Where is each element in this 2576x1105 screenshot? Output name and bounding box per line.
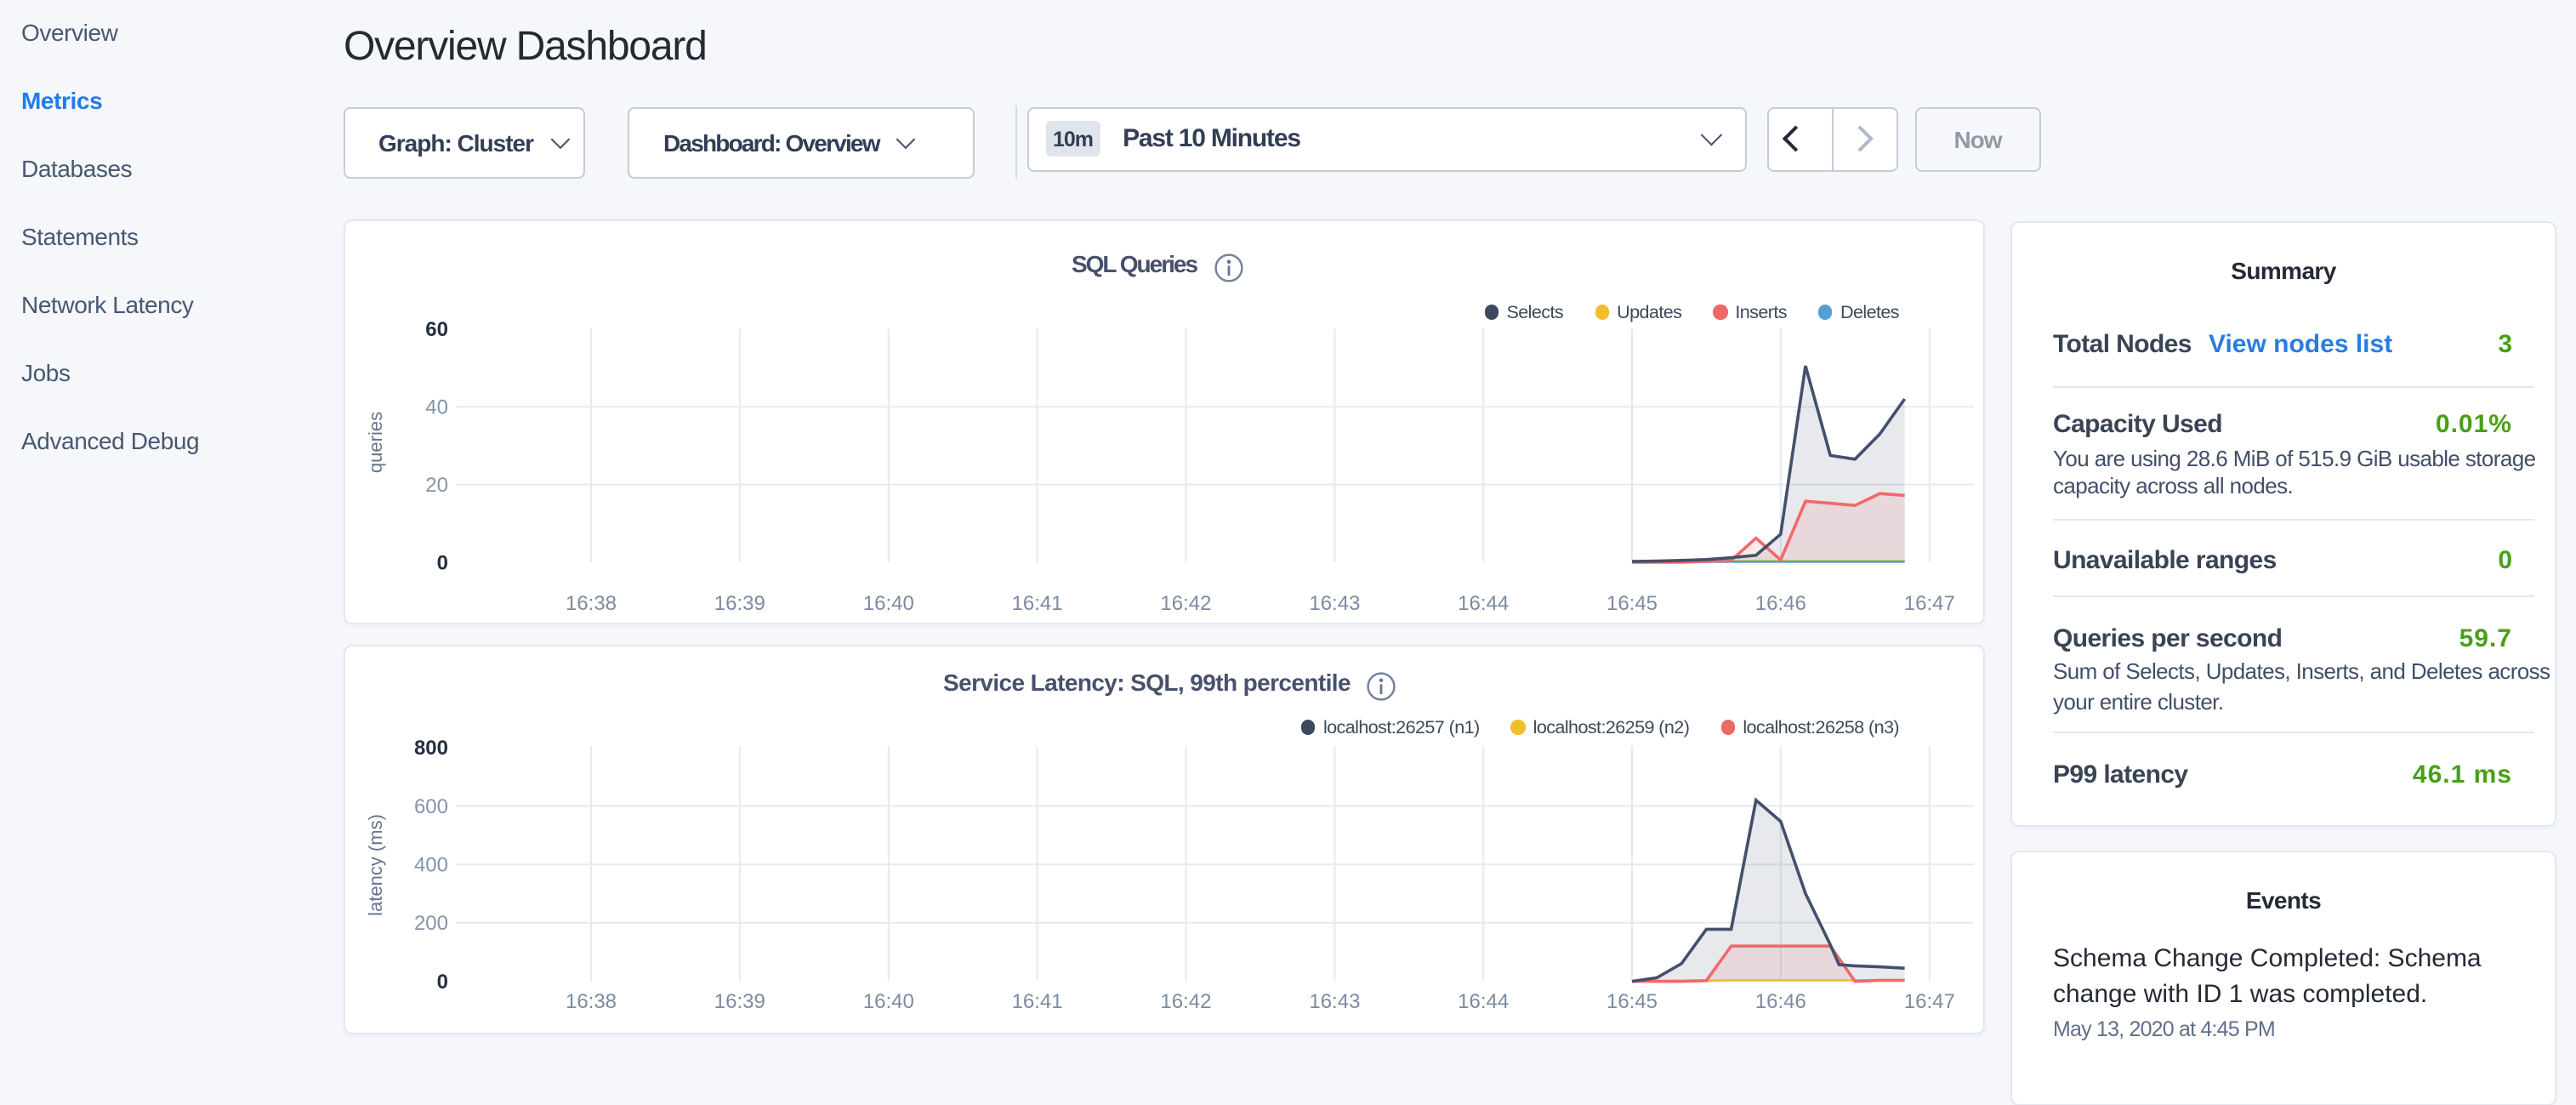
svg-text:16:46: 16:46 — [1754, 989, 1805, 1012]
svg-text:16:40: 16:40 — [862, 989, 913, 1012]
svg-text:16:39: 16:39 — [714, 591, 765, 614]
svg-text:16:44: 16:44 — [1457, 989, 1508, 1012]
svg-text:16:43: 16:43 — [1308, 591, 1359, 614]
svg-text:16:45: 16:45 — [1606, 591, 1657, 614]
svg-text:16:41: 16:41 — [1011, 989, 1062, 1012]
svg-text:16:38: 16:38 — [565, 989, 616, 1012]
svg-text:16:45: 16:45 — [1606, 989, 1657, 1012]
svg-text:16:47: 16:47 — [1903, 989, 1954, 1012]
svg-text:400: 400 — [413, 853, 447, 876]
svg-text:800: 800 — [413, 736, 447, 759]
svg-text:latency (ms): latency (ms) — [364, 813, 385, 915]
svg-text:600: 600 — [413, 795, 447, 817]
svg-text:16:39: 16:39 — [714, 989, 765, 1012]
svg-text:20: 20 — [424, 473, 447, 496]
svg-text:200: 200 — [413, 911, 447, 934]
svg-text:60: 60 — [424, 317, 447, 340]
svg-text:0: 0 — [436, 550, 447, 573]
svg-text:16:38: 16:38 — [565, 591, 616, 614]
svg-text:16:47: 16:47 — [1903, 591, 1954, 614]
svg-text:16:41: 16:41 — [1011, 591, 1062, 614]
svg-text:16:42: 16:42 — [1159, 989, 1210, 1012]
svg-text:40: 40 — [424, 396, 447, 419]
svg-text:16:42: 16:42 — [1159, 591, 1210, 614]
svg-text:16:46: 16:46 — [1754, 591, 1805, 614]
svg-text:queries: queries — [364, 411, 385, 472]
svg-text:0: 0 — [436, 970, 447, 993]
svg-text:16:40: 16:40 — [862, 591, 913, 614]
svg-text:16:44: 16:44 — [1457, 591, 1508, 614]
svg-text:16:43: 16:43 — [1308, 989, 1359, 1012]
